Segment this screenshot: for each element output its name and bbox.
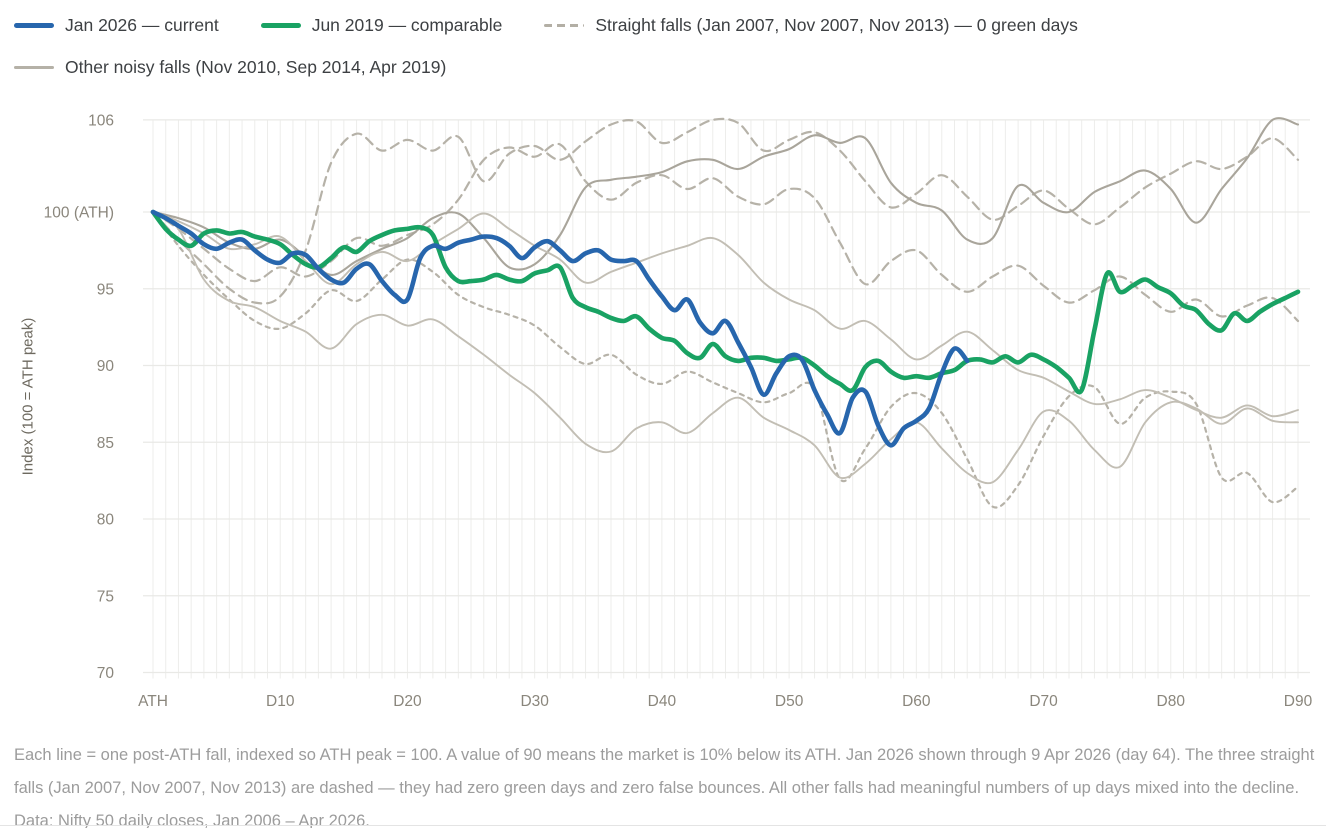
x-tick-label: D10 [266,693,295,710]
chart-caption: Each line = one post-ATH fall, indexed s… [14,746,1315,828]
legend-label-straight-falls: Straight falls (Jan 2007, Nov 2007, Nov … [595,14,1078,35]
jan-2026-line-swatch [14,22,54,28]
legend-row-1: Jan 2026 — current Jun 2019 — comparable… [14,8,1314,42]
straight-falls-dashed-swatch [544,23,585,27]
y-tick-label: 70 [97,665,115,682]
line-gray-nov-2010 [151,117,1300,276]
y-tick-label: 85 [97,435,114,452]
legend-item-jan-2026: Jan 2026 — current [14,15,219,36]
jun-2019-line-swatch [260,22,301,28]
series-lines [150,117,1301,509]
x-tick-label: D90 [1284,693,1313,710]
legend-label-jan-2026: Jan 2026 — current [65,14,219,35]
x-tick-label: D30 [520,693,549,710]
line-gray-apr-2019 [152,211,1299,485]
legend-item-jun-2019: Jun 2019 — comparable [260,14,503,36]
axis-tick-labels: 106 100 (ATH) 95 90 85 80 75 70 ATH D10 D20 D30 D40 D… [44,112,1313,710]
line-dashed-jan-2007 [151,117,1300,305]
line-jun-2019 [150,209,1301,395]
x-tick-label: D20 [393,693,422,710]
line-jan-2026 [150,209,970,448]
y-tick-label: 106 [88,112,114,129]
y-tick-label: 90 [97,358,115,375]
legend: Jan 2026 — current Jun 2019 — comparable… [14,8,1314,92]
gridlines [143,119,1310,679]
y-tick-label: 95 [97,281,114,298]
line-gray-sep-2014 [152,211,1299,419]
x-tick-label: D40 [648,693,677,710]
legend-item-straight-falls: Straight falls (Jan 2007, Nov 2007, Nov … [544,15,1078,36]
bottom-divider [0,825,1326,826]
x-tick-label: D60 [902,693,931,710]
y-tick-label: 100 (ATH) [44,205,114,222]
legend-label-jun-2019: Jun 2019 — comparable [311,14,503,35]
line-dashed-nov-2013 [151,210,1300,509]
x-tick-label: D50 [775,693,804,710]
x-tick-label: D70 [1029,693,1058,710]
legend-label-other-noisy-falls: Other noisy falls (Nov 2010, Sep 2014, A… [65,56,447,77]
y-tick-label: 75 [97,588,114,605]
other-noisy-falls-line-swatch [14,65,54,69]
x-tick-label: ATH [138,693,168,710]
legend-item-other-noisy-falls: Other noisy falls (Nov 2010, Sep 2014, A… [14,57,446,78]
y-tick-label: 80 [97,512,115,529]
x-tick-label: D80 [1157,693,1186,710]
legend-row-2: Other noisy falls (Nov 2010, Sep 2014, A… [14,50,1314,84]
y-axis-title: Index (100 = ATH peak) [19,317,37,476]
